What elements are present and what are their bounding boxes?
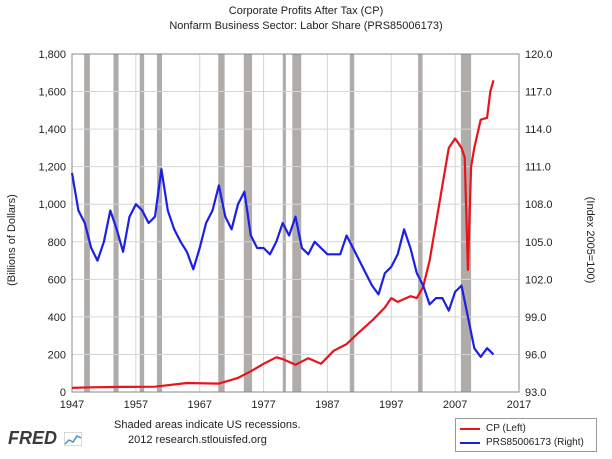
y-right-tick-label: 111.0 <box>525 162 551 174</box>
recession-bar-3 <box>156 54 163 392</box>
x-tick-label: 1987 <box>315 399 339 411</box>
legend-label-labor-share: PRS85006173 (Right) <box>486 437 584 448</box>
y-left-tick-label: 1,200 <box>38 162 66 174</box>
fred-chart-icon <box>63 431 83 447</box>
fred-brand: FRED <box>8 428 57 448</box>
x-tick-label: 1947 <box>60 399 84 411</box>
y-left-tick-label: 1,000 <box>38 199 66 211</box>
y-right-tick-label: 108.0 <box>525 199 553 211</box>
y-right-tick-label: 105.0 <box>525 237 553 249</box>
y-right-tick-label: 117.0 <box>525 87 552 99</box>
y-left-tick-label: 200 <box>48 349 66 361</box>
x-tick-label: 1967 <box>187 399 211 411</box>
recession-bar-4 <box>218 54 225 392</box>
recession-bar-9 <box>418 54 423 392</box>
x-tick-label: 1977 <box>251 399 275 411</box>
y-right-tick-label: 114.0 <box>525 124 552 136</box>
y-left-tick-label: 600 <box>48 274 66 286</box>
y-right-tick-label: 99.0 <box>525 312 546 324</box>
y-right-tick-label: 120.0 <box>525 49 553 61</box>
recession-bar-8 <box>349 54 355 392</box>
y-left-tick-label: 400 <box>48 312 66 324</box>
legend-item-labor-share: PRS85006173 (Right) <box>460 436 584 449</box>
recession-bar-0 <box>84 54 90 392</box>
y-right-tick-label: 96.0 <box>525 349 546 361</box>
recession-bar-2 <box>139 54 145 392</box>
y-right-tick-label: 102.0 <box>525 274 553 286</box>
recession-note: Shaded areas indicate US recessions. <box>114 419 301 431</box>
x-tick-label: 2017 <box>507 399 531 411</box>
x-tick-label: 2007 <box>443 399 467 411</box>
legend: CP (Left) PRS85006173 (Right) <box>455 418 597 452</box>
y-left-tick-label: 0 <box>60 387 66 399</box>
legend-swatch-cp <box>460 427 480 430</box>
chart-title: Corporate Profits After Tax (CP) <box>228 5 384 17</box>
legend-swatch-labor-share <box>460 441 480 444</box>
recession-bar-1 <box>113 54 119 392</box>
y-right-tick-label: 93.0 <box>525 387 546 399</box>
y-left-tick-label: 1,800 <box>38 49 66 61</box>
x-tick-label: 1997 <box>379 399 403 411</box>
y-left-tick-label: 1,600 <box>38 87 66 99</box>
plot-border <box>71 53 520 393</box>
series-line-corporate-profits <box>71 80 495 389</box>
y-left-tick-label: 1,400 <box>38 124 66 136</box>
legend-label-cp: CP (Left) <box>486 423 526 434</box>
chart-subtitle: Nonfarm Business Sector: Labor Share (PR… <box>169 20 443 32</box>
series-line-labor-share <box>70 168 495 358</box>
source-note: 2012 research.stlouisfed.org <box>128 434 267 446</box>
recession-bar-6 <box>282 54 286 392</box>
fred-logo: FRED <box>8 428 83 449</box>
y-left-tick-label: 800 <box>48 237 66 249</box>
legend-item-cp: CP (Left) <box>460 422 526 435</box>
x-tick-label: 1957 <box>124 399 148 411</box>
